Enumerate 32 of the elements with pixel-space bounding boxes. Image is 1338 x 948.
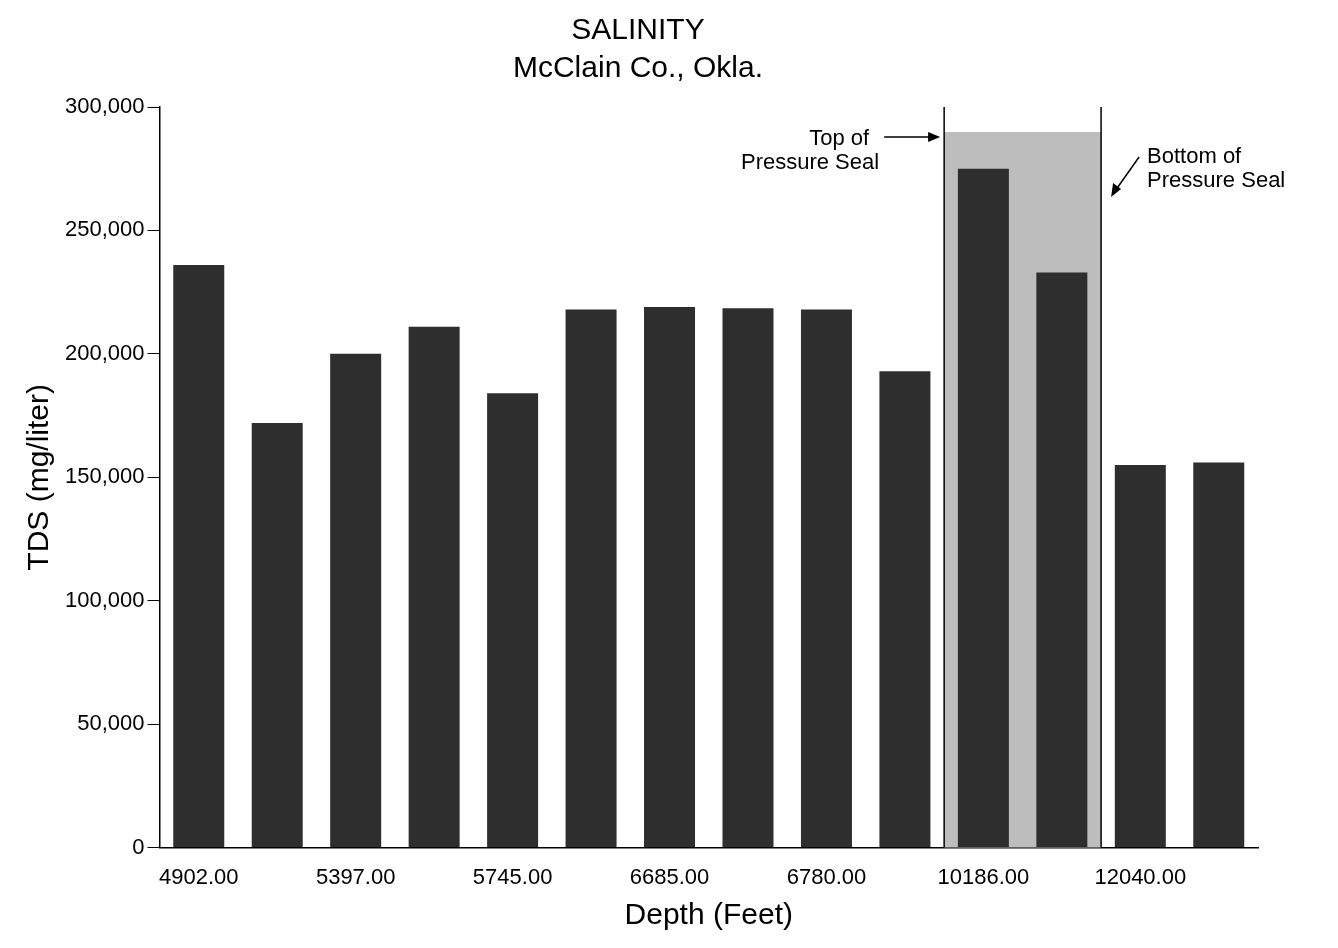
x-tick-label: 6685.00 [629, 863, 710, 889]
y-tick-label: 200,000 [64, 339, 145, 365]
bar [487, 393, 539, 848]
chart-title: SALINITY [571, 12, 705, 46]
y-tick-label: 50,000 [77, 710, 145, 736]
bar [330, 353, 382, 848]
bar [251, 422, 303, 848]
y-tick-label: 250,000 [64, 216, 145, 242]
y-axis-title: TDS (mg/liter) [21, 383, 55, 571]
x-axis-title: Depth (Feet) [624, 897, 793, 931]
bar [1193, 462, 1245, 848]
y-tick-label: 300,000 [64, 93, 145, 119]
bar [722, 308, 774, 848]
bar [879, 371, 931, 848]
chart-subtitle: McClain Co., Okla. [512, 50, 764, 84]
x-tick-label: 4902.00 [158, 863, 239, 889]
y-tick-label: 150,000 [64, 463, 145, 489]
bar [800, 309, 852, 848]
bar [565, 309, 617, 848]
x-tick-label: 5397.00 [315, 863, 396, 889]
x-tick-label: 6780.00 [786, 863, 867, 889]
bar [173, 265, 225, 848]
bar [644, 306, 696, 848]
x-tick-label: 5745.00 [472, 863, 553, 889]
bar [1114, 464, 1166, 848]
bar [408, 326, 460, 848]
x-tick-label: 12040.00 [1094, 863, 1187, 889]
x-tick-label: 10186.00 [937, 863, 1030, 889]
y-tick-label: 0 [132, 833, 145, 859]
annotation: Top of Pressure Seal [740, 125, 880, 174]
y-tick-label: 100,000 [64, 586, 145, 612]
annotation: Bottom of Pressure Seal [1147, 143, 1286, 192]
